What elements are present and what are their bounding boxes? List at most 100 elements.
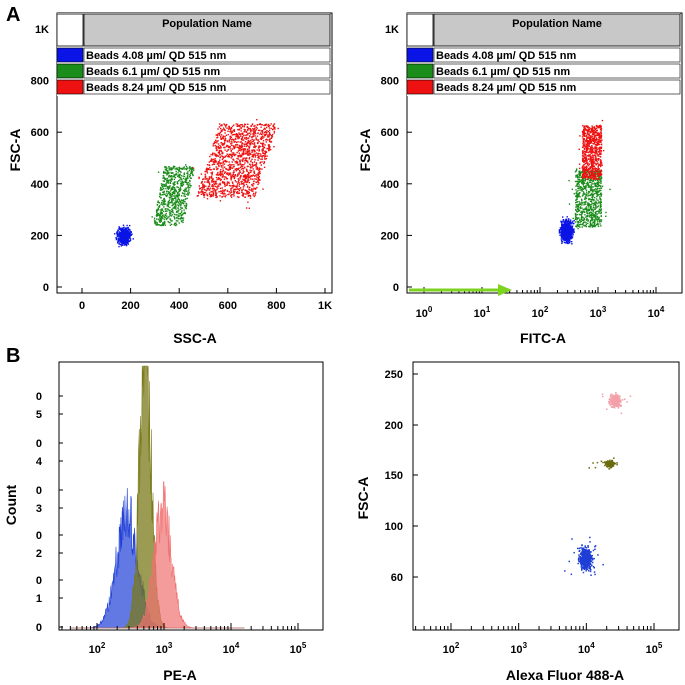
a2-point xyxy=(574,217,577,220)
a2-point xyxy=(590,198,592,201)
a1-point xyxy=(121,234,123,237)
a2-point xyxy=(563,227,565,229)
a1-point xyxy=(190,171,193,173)
a1-point xyxy=(163,198,165,200)
a1-point xyxy=(235,134,237,136)
a1-point xyxy=(268,129,271,131)
a1-point xyxy=(185,190,188,192)
a1-point xyxy=(248,193,250,195)
a1-point xyxy=(241,164,244,166)
a2-point xyxy=(598,151,600,153)
a2-point xyxy=(591,186,593,188)
a2-point xyxy=(587,126,589,128)
b2-scatter-points xyxy=(564,392,632,576)
a1-point xyxy=(243,184,245,186)
a1-point xyxy=(254,127,256,129)
a1-point xyxy=(257,152,259,155)
a2-point xyxy=(582,131,584,134)
a1-point xyxy=(242,153,245,156)
a1-point xyxy=(231,181,234,183)
a2-point xyxy=(599,137,602,139)
a1-point xyxy=(215,146,218,148)
a2-point xyxy=(592,140,594,142)
a1-point xyxy=(171,193,173,196)
a2-point xyxy=(585,200,587,202)
a1-point xyxy=(249,129,252,131)
a2-point xyxy=(559,231,561,233)
a2-point xyxy=(592,158,595,161)
a2-point xyxy=(586,144,588,146)
a2-point xyxy=(592,165,594,167)
a1-point xyxy=(170,220,172,222)
a1-point xyxy=(206,187,208,190)
a2-point xyxy=(595,174,597,176)
a1-point xyxy=(233,170,235,172)
a1-point xyxy=(239,188,241,190)
a1-point xyxy=(186,178,188,180)
a1-point xyxy=(229,130,231,133)
a2-point xyxy=(589,142,592,144)
a2-point xyxy=(592,139,594,141)
a1-point xyxy=(211,188,214,190)
a2-point xyxy=(561,242,563,244)
a2-point xyxy=(579,221,581,224)
a1-point xyxy=(161,194,164,196)
a2-point xyxy=(578,170,580,173)
a1-point xyxy=(180,177,182,180)
a1-point xyxy=(226,182,228,185)
a1-point xyxy=(177,172,179,174)
a2-point xyxy=(597,174,599,176)
a1-point xyxy=(218,178,220,180)
a2-point xyxy=(576,213,578,216)
a2-point xyxy=(600,177,603,179)
a1-point xyxy=(174,188,176,190)
a2-point xyxy=(561,226,563,228)
a1-point xyxy=(184,180,187,182)
a1-point xyxy=(202,184,204,186)
a1-point xyxy=(188,169,191,172)
a1-point xyxy=(174,206,176,209)
a1-point xyxy=(182,199,185,202)
a2-point xyxy=(587,220,589,222)
a1-point xyxy=(255,152,258,154)
a2-point xyxy=(592,139,595,141)
a1-point xyxy=(162,180,164,182)
a1-point xyxy=(215,190,217,192)
a1-point xyxy=(162,186,164,188)
a1-point xyxy=(234,185,236,187)
a1-point xyxy=(219,175,222,177)
a2-point xyxy=(580,187,582,189)
a1-point xyxy=(239,134,242,136)
a1-point xyxy=(252,168,254,170)
a1-point xyxy=(257,129,260,132)
a1-point xyxy=(206,194,208,196)
a2-point xyxy=(586,209,588,212)
a2-point xyxy=(594,172,597,175)
a1-point xyxy=(175,190,177,192)
a2-point xyxy=(594,129,596,131)
a1-point xyxy=(220,142,222,144)
a1-point xyxy=(172,165,175,167)
a1-point xyxy=(270,148,272,151)
a1-point xyxy=(225,194,227,197)
b1-ytick-label: 3 xyxy=(36,503,42,515)
a2-point xyxy=(595,192,597,195)
a1-point xyxy=(183,172,185,174)
a1-point xyxy=(246,144,248,146)
a1-point xyxy=(211,179,213,181)
a2-point xyxy=(564,220,566,223)
a1-point xyxy=(172,175,174,178)
a2-point xyxy=(582,130,585,133)
a1-point xyxy=(228,173,231,176)
a1-point xyxy=(220,168,222,171)
a1-point xyxy=(203,193,205,195)
a1-point xyxy=(231,140,233,143)
a2-point xyxy=(563,241,566,243)
a1-point xyxy=(251,178,253,180)
a1-point xyxy=(186,167,188,170)
a1-point xyxy=(259,161,262,163)
a1-point xyxy=(230,177,232,179)
a1-point xyxy=(180,167,182,170)
a1-point xyxy=(227,174,230,176)
a1-point xyxy=(261,168,263,170)
